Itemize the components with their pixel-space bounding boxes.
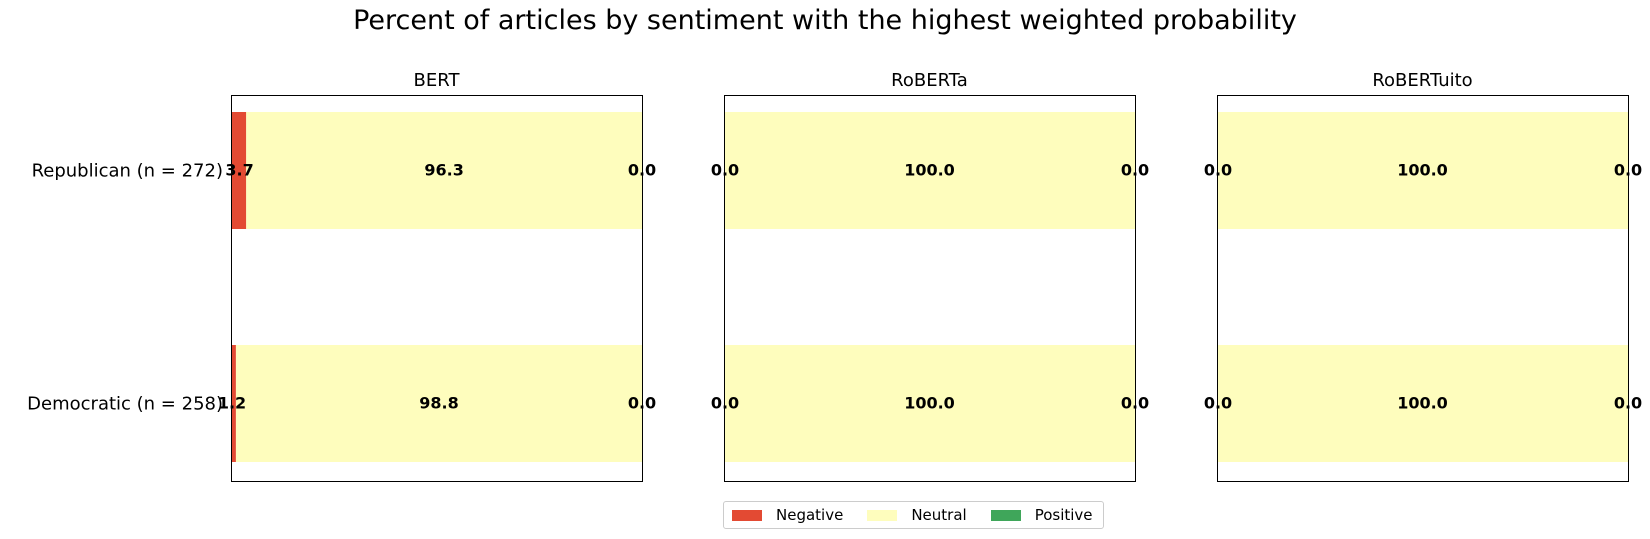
- data-label-roberta-democratic-positive: 0.0: [1121, 394, 1149, 413]
- data-label-roberta-republican-negative: 0.0: [711, 161, 739, 180]
- data-label-robertuito-republican-negative: 0.0: [1204, 161, 1232, 180]
- bar-bert-republican-negative: [231, 112, 247, 229]
- bar-bert-democratic-neutral: [235, 345, 642, 462]
- legend-item-neutral: Neutral: [867, 506, 967, 524]
- panel-robertuito: RoBERTuito 0.0 100.0 0.0 0.0 100.0 0.0: [1204, 70, 1642, 482]
- data-label-robertuito-democratic-positive: 0.0: [1614, 394, 1642, 413]
- y-tick-label-democratic: Democratic (n = 258): [27, 394, 223, 415]
- legend: Negative Neutral Positive: [723, 501, 1104, 529]
- data-label-roberta-democratic-neutral: 100.0: [904, 394, 955, 413]
- legend-swatch-negative: [732, 509, 762, 521]
- bar-robertuito-republican-neutral: [1217, 112, 1628, 229]
- chart-title: Percent of articles by sentiment with th…: [353, 5, 1297, 36]
- legend-item-negative: Negative: [732, 506, 843, 524]
- legend-swatch-positive: [990, 509, 1021, 521]
- bar-bert-republican-neutral: [246, 112, 642, 229]
- bar-robertuito-democratic-neutral: [1217, 345, 1628, 462]
- axes-frame-robertuito: [1217, 95, 1629, 482]
- data-label-bert-republican-neutral: 96.3: [424, 161, 463, 180]
- bar-roberta-republican-neutral: [724, 112, 1135, 229]
- legend-item-positive: Positive: [990, 506, 1093, 524]
- data-label-bert-democratic-positive: 0.0: [628, 394, 656, 413]
- data-label-bert-republican-positive: 0.0: [628, 161, 656, 180]
- legend-label-negative: Negative: [776, 506, 844, 524]
- data-label-robertuito-democratic-neutral: 100.0: [1397, 394, 1448, 413]
- bar-bert-democratic-negative: [231, 345, 236, 462]
- data-label-roberta-democratic-negative: 0.0: [711, 394, 739, 413]
- data-label-bert-republican-negative: 3.7: [225, 161, 253, 180]
- panel-title-robertuito: RoBERTuito: [1372, 70, 1472, 91]
- panel-roberta: RoBERTa 0.0 100.0 0.0 0.0 100.0 0.0: [711, 70, 1149, 482]
- panel-title-roberta: RoBERTa: [891, 70, 968, 91]
- data-label-robertuito-democratic-negative: 0.0: [1204, 394, 1232, 413]
- data-label-bert-democratic-negative: 1.2: [218, 394, 246, 413]
- legend-swatch-neutral: [867, 509, 898, 521]
- data-label-roberta-republican-positive: 0.0: [1121, 161, 1149, 180]
- data-label-robertuito-republican-positive: 0.0: [1614, 161, 1642, 180]
- data-label-roberta-republican-neutral: 100.0: [904, 161, 955, 180]
- legend-label-neutral: Neutral: [911, 506, 967, 524]
- y-tick-label-republican: Republican (n = 272): [32, 161, 223, 182]
- data-label-robertuito-republican-neutral: 100.0: [1397, 161, 1448, 180]
- panel-bert: BERT 3.7 96.3 0.0 1.2 98.8 0.0: [218, 70, 656, 482]
- axes-frame-roberta: [724, 95, 1136, 482]
- data-label-bert-democratic-neutral: 98.8: [419, 394, 458, 413]
- bar-roberta-democratic-neutral: [724, 345, 1135, 462]
- legend-label-positive: Positive: [1034, 506, 1093, 524]
- panel-title-bert: BERT: [414, 70, 461, 91]
- axes-frame-bert: [231, 95, 643, 482]
